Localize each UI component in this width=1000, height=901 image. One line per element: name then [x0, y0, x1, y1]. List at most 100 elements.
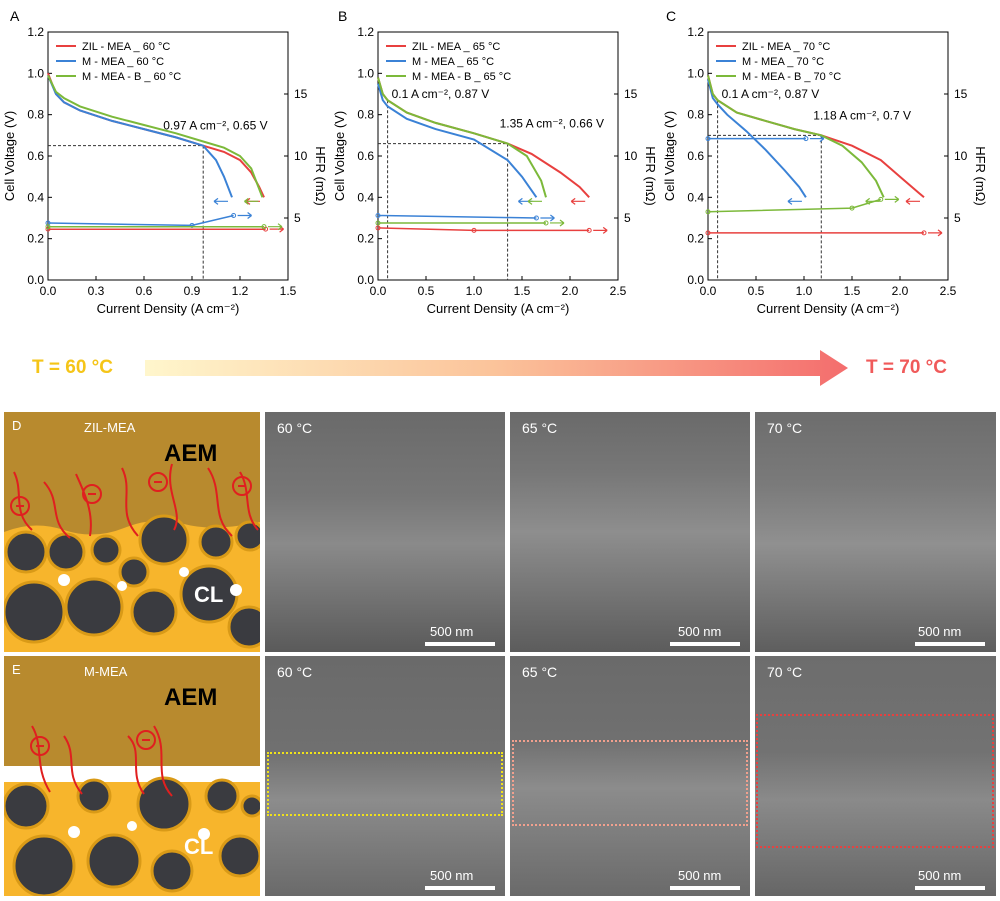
legend-entry: M - MEA - B _ 70 °C: [742, 71, 841, 83]
y2-tick-label: 5: [954, 211, 961, 225]
hfr-point: [543, 220, 549, 226]
x-axis-label: Current Density (A cm⁻²): [427, 301, 570, 316]
x-tick-label: 0.9: [184, 284, 201, 298]
sem-e-65: 65 °C 500 nm: [510, 656, 750, 896]
y2-tick-label: 10: [624, 149, 638, 163]
sem-d-70-scalebar: [915, 642, 985, 646]
y-tick-label: 0.2: [357, 232, 374, 246]
hfr-point: [705, 209, 711, 215]
sem-e-65-label: 65 °C: [522, 664, 558, 680]
y-tick-label: 0.6: [27, 149, 44, 163]
sem-e-60: 60 °C 500 nm: [265, 656, 505, 896]
sem-d-70-scale: 500 nm: [918, 624, 962, 639]
x-tick-label: 1.5: [844, 284, 861, 298]
sem-e-70-scalebar: [915, 886, 985, 890]
legend-entry: M - MEA _ 65 °C: [412, 56, 494, 68]
y-tick-label: 0.4: [357, 190, 374, 204]
left-arrow: [570, 197, 586, 205]
x-tick-label: 0.5: [418, 284, 435, 298]
series-line-1: [377, 83, 538, 198]
temp-left-label: T = 60 °C: [32, 357, 113, 378]
left-arrow: [865, 197, 880, 205]
hfr-point: [471, 227, 477, 233]
sem-d-65-scalebar: [670, 642, 740, 646]
legend-entry: ZIL - MEA _ 65 °C: [412, 41, 500, 53]
x-tick-label: 1.0: [796, 284, 813, 298]
row-e-aem-label: AEM: [164, 684, 218, 711]
marker2-annotation: 0.1 A cm⁻², 0.87 V: [722, 87, 820, 101]
x-tick-label: 2.0: [892, 284, 909, 298]
sem-e-65-scale: 500 nm: [678, 868, 722, 883]
right-arrow: [928, 229, 943, 237]
x-tick-label: 0.3: [88, 284, 105, 298]
sem-e-60-highlight-box: [267, 752, 503, 816]
x-axis-label: Current Density (A cm⁻²): [97, 301, 240, 316]
y2-tick-label: 10: [954, 149, 968, 163]
series-line-2: [377, 77, 547, 198]
y-tick-label: 0.0: [27, 273, 44, 287]
right-arrow: [550, 219, 565, 227]
y-tick-label: 0.6: [687, 149, 704, 163]
row-e-letter: E: [12, 662, 21, 677]
y-axis-label: Cell Voltage (V): [2, 111, 17, 201]
sem-d-65-scale: 500 nm: [678, 624, 722, 639]
sem-d-70-label: 70 °C: [767, 420, 803, 436]
hfr-point: [878, 196, 884, 202]
series-line-0: [47, 72, 265, 198]
series-line-2: [707, 75, 885, 198]
sem-d-65: 65 °C 500 nm: [510, 412, 750, 652]
row-d-letter: D: [12, 418, 22, 433]
x-tick-label: 1.5: [514, 284, 531, 298]
hfr-point: [849, 205, 855, 211]
m-mea-cartoon: E M-MEA AEM CL: [4, 656, 260, 896]
left-arrow: [905, 197, 920, 205]
left-arrow: [213, 197, 228, 205]
y2-tick-label: 15: [624, 87, 638, 101]
y-tick-label: 1.0: [687, 66, 704, 80]
y-tick-label: 1.0: [27, 66, 44, 80]
right-arrow: [884, 195, 900, 203]
hfr-point: [375, 225, 381, 231]
chart-c: 0.0 0.5 1.0 1.5 2.0 2.5 0.0 0.2 0.4 0.6 0.8 1.0 1.2 5…: [662, 25, 988, 316]
y2-tick-label: 5: [294, 211, 301, 225]
y-tick-label: 0.2: [27, 232, 44, 246]
hfr-point: [803, 136, 809, 142]
y-tick-label: 1.2: [27, 25, 44, 39]
y-tick-label: 0.0: [357, 273, 374, 287]
sem-e-60-scale: 500 nm: [430, 868, 474, 883]
chart-b: 0.0 0.5 1.0 1.5 2.0 2.5 0.0 0.2 0.4 0.6 0.8 1.0 1.2 5…: [332, 25, 658, 316]
hfr-line-0: [377, 227, 590, 232]
row-d-cl-label: CL: [194, 582, 224, 607]
plot-frame: [377, 31, 619, 281]
sem-e-70-label: 70 °C: [767, 664, 803, 680]
x-tick-label: 1.0: [466, 284, 483, 298]
y-tick-label: 0.8: [687, 108, 704, 122]
y2-axis-label: HFR (mΩ): [973, 146, 988, 206]
left-arrow: [787, 197, 802, 205]
sem-e-65-highlight-box: [512, 740, 748, 826]
x-tick-label: 2.0: [562, 284, 579, 298]
row-d-aem-label: AEM: [164, 440, 218, 467]
panel-letter-b: B: [338, 8, 348, 24]
hfr-point: [261, 224, 267, 230]
hfr-point: [533, 215, 539, 221]
hfr-point: [705, 136, 711, 142]
panel-letter-a: A: [10, 8, 20, 24]
y-tick-label: 1.0: [357, 66, 374, 80]
x-axis-label: Current Density (A cm⁻²): [757, 301, 900, 316]
y2-axis-label: HFR (mΩ): [643, 146, 658, 206]
y-tick-label: 0.4: [27, 190, 44, 204]
legend-entry: M - MEA - B _ 60 °C: [82, 71, 181, 83]
sem-d-65-label: 65 °C: [522, 420, 558, 436]
sem-e-60-label: 60 °C: [277, 664, 313, 680]
sem-d-60-scalebar: [425, 642, 495, 646]
legend-entry: ZIL - MEA _ 70 °C: [742, 41, 830, 53]
right-arrow: [268, 223, 283, 231]
y-tick-label: 0.8: [357, 108, 374, 122]
y-tick-label: 0.2: [687, 232, 704, 246]
x-tick-label: 0.6: [136, 284, 153, 298]
y2-tick-label: 10: [294, 149, 308, 163]
x-tick-label: 2.5: [610, 284, 627, 298]
y2-tick-label: 5: [624, 211, 631, 225]
y-tick-label: 0.6: [357, 149, 374, 163]
